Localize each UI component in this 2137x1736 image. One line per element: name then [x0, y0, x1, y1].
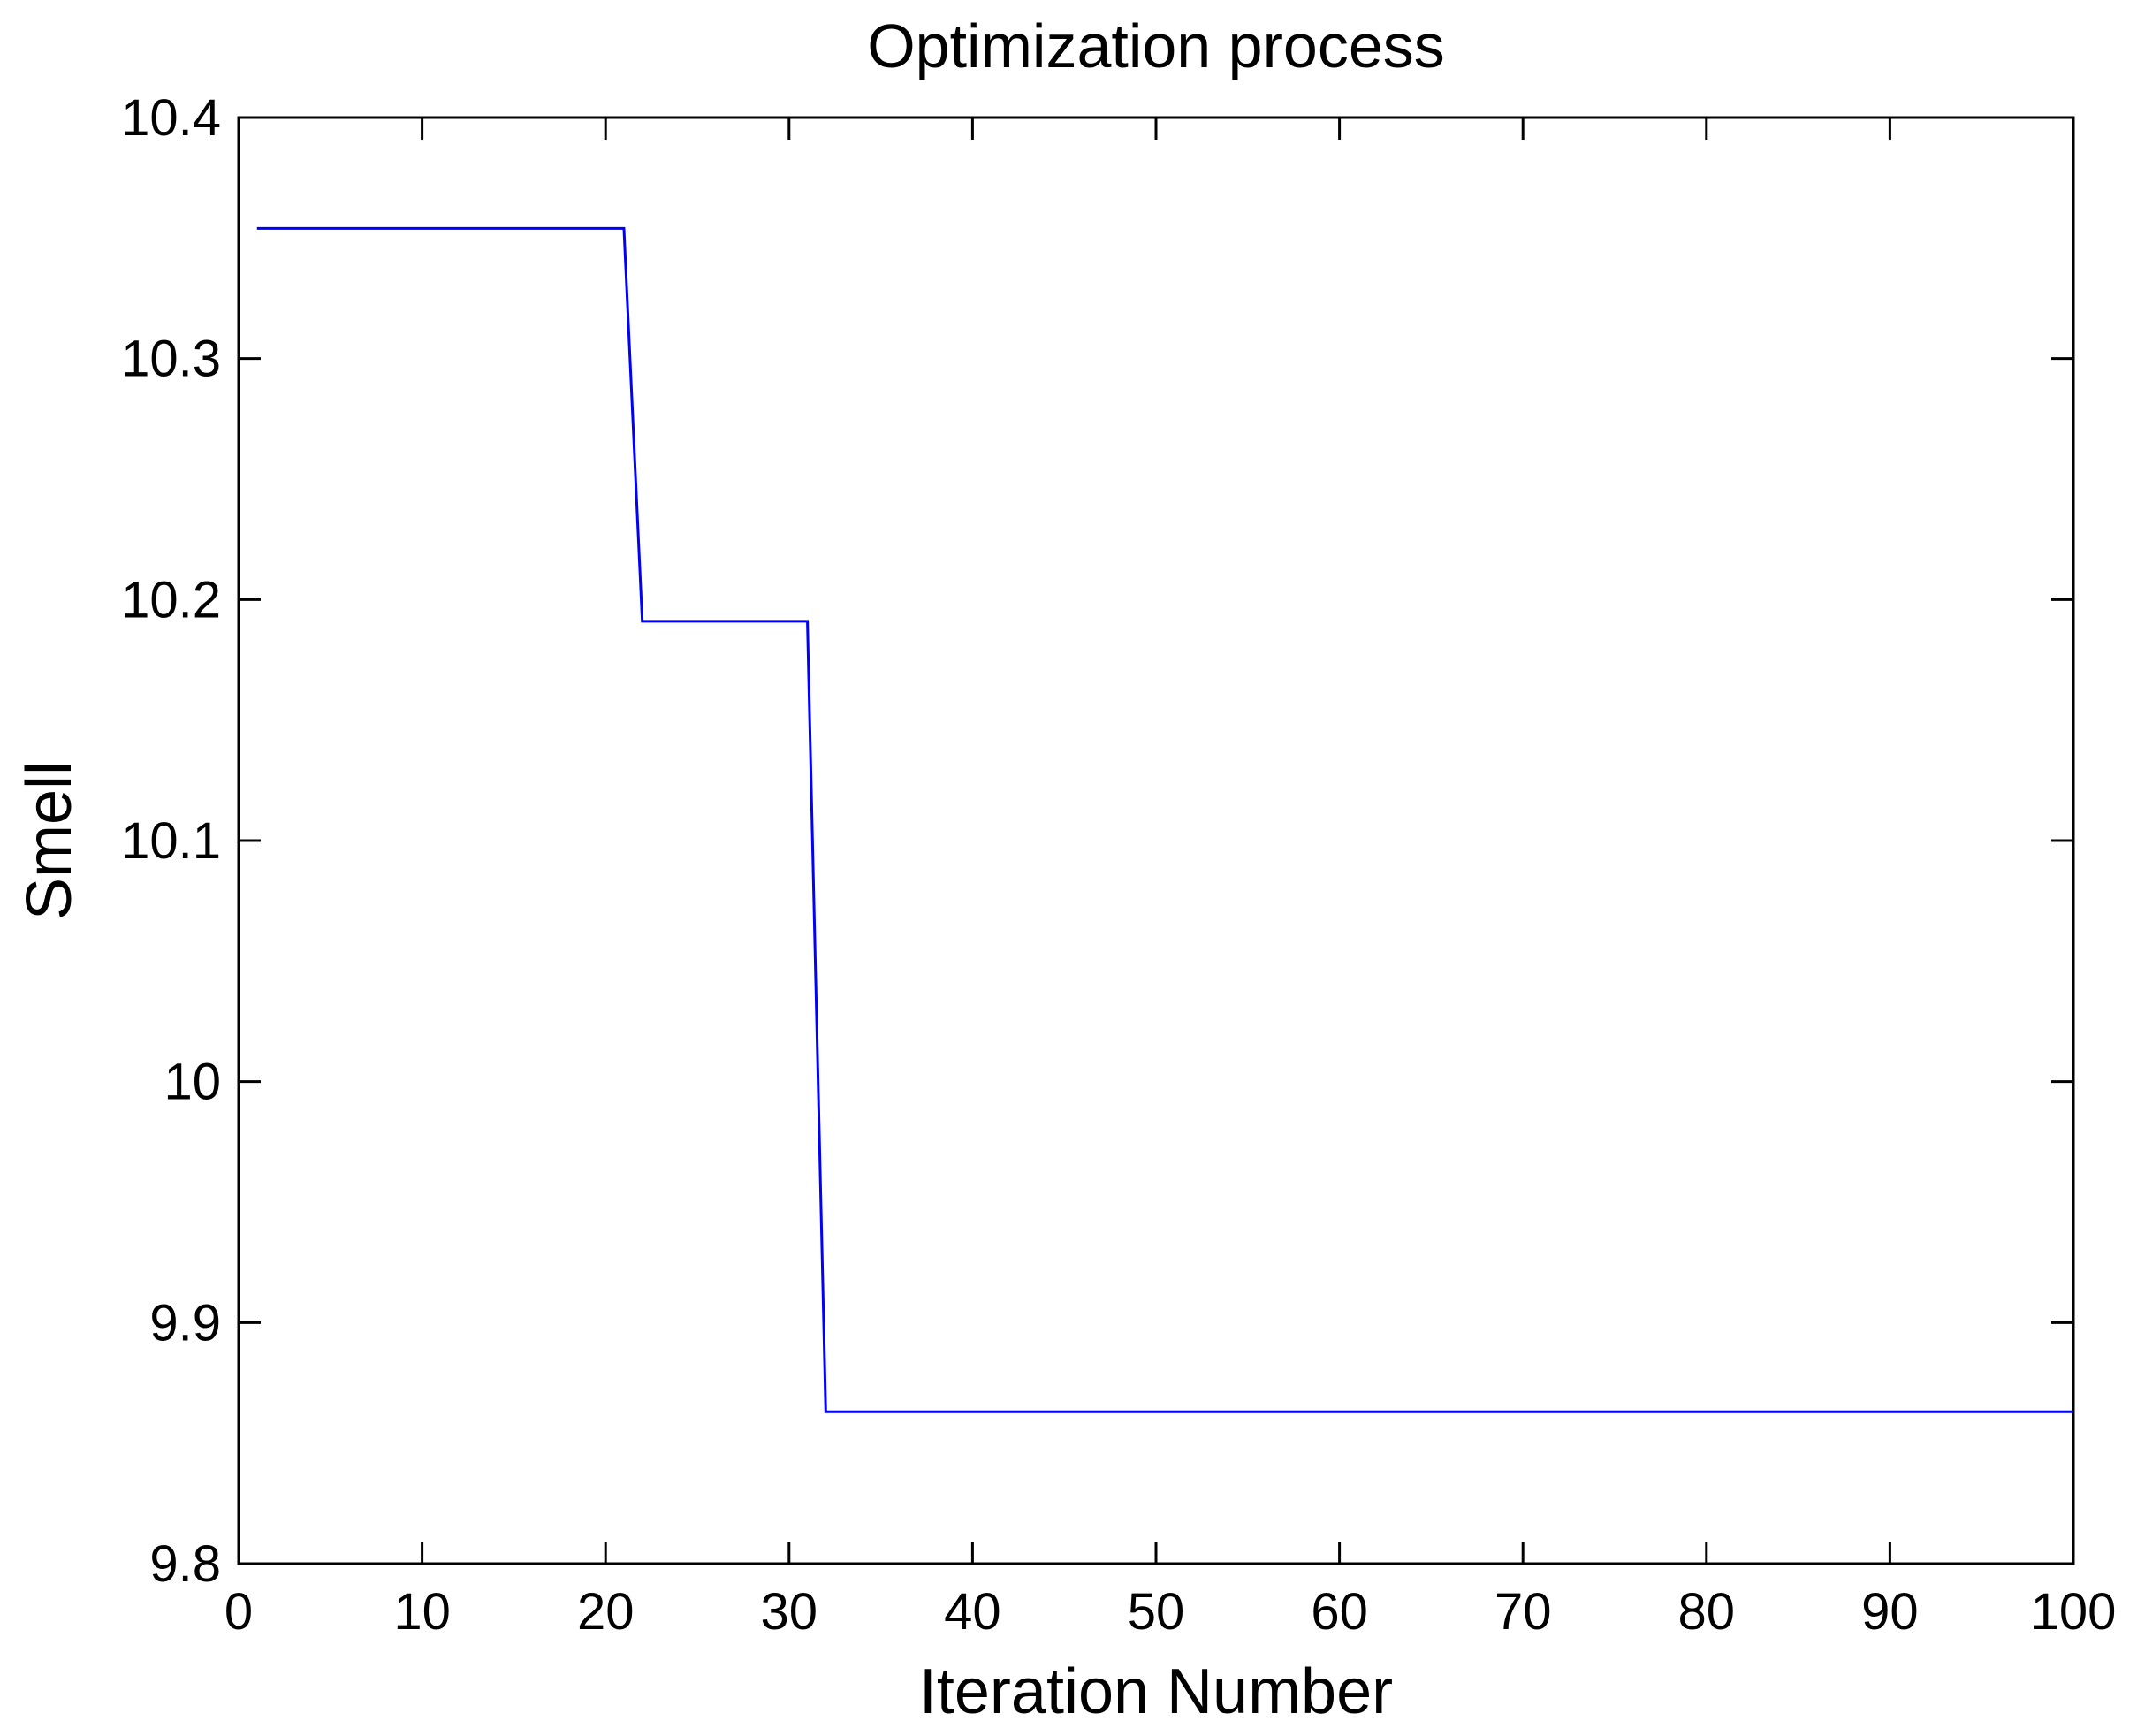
x-tick-label: 40	[944, 1583, 1001, 1641]
x-tick-label: 30	[761, 1583, 818, 1641]
chart-title: Optimization process	[867, 11, 1445, 80]
x-tick-label: 60	[1311, 1583, 1368, 1641]
y-tick-label: 10.1	[121, 812, 221, 870]
x-tick-label: 10	[393, 1583, 451, 1641]
axis-ticks	[237, 116, 2075, 1565]
y-tick-label: 10.2	[121, 571, 221, 628]
x-tick-label: 50	[1128, 1583, 1185, 1641]
y-tick-label: 10	[164, 1054, 221, 1111]
y-tick-label: 10.3	[121, 331, 221, 388]
x-tick-label: 100	[2031, 1583, 2117, 1641]
series-line	[256, 226, 2073, 1413]
y-tick-label: 9.9	[149, 1294, 221, 1351]
x-tick-label: 70	[1494, 1583, 1552, 1641]
x-tick-label: 80	[1678, 1583, 1736, 1641]
x-tick-label: 90	[1861, 1583, 1919, 1641]
x-tick-label: 20	[577, 1583, 635, 1641]
data-series	[256, 226, 2073, 1413]
y-tick-label: 10.4	[121, 89, 221, 147]
x-tick-label: 0	[224, 1583, 253, 1641]
axis-tick-labels: 0 10 20 30 40 50 60 70 80 90 100 9.8 9.9 10 10.1 10.2 10…	[121, 89, 2116, 1641]
y-axis-label: Smell	[14, 761, 85, 920]
y-tick-label: 9.8	[149, 1535, 221, 1593]
plot-area-box	[237, 116, 2075, 1565]
x-axis-label: Iteration Number	[919, 1656, 1393, 1727]
